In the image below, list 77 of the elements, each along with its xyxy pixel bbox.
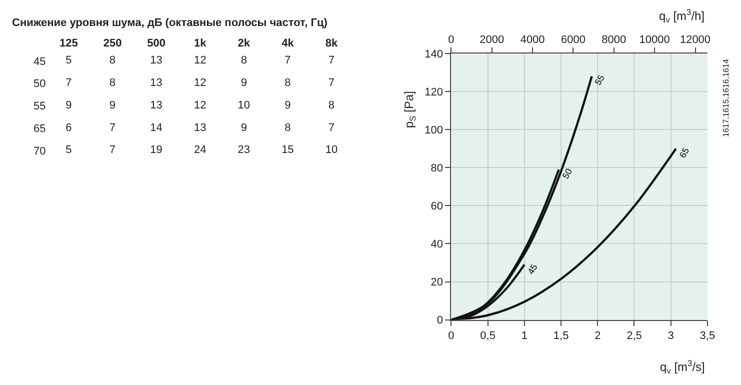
text: 50 [560, 166, 574, 180]
x-tick-label: 2k [238, 38, 251, 50]
y-tick-label: 120 [424, 86, 444, 98]
data-label: 15 [282, 144, 294, 156]
data-label: 6 [66, 122, 72, 134]
data-label: 9 [66, 99, 72, 112]
data-label: 5 [66, 54, 72, 67]
data-label: 12 [194, 99, 206, 112]
y-tick-label: 80 [430, 162, 444, 174]
data-label: 8 [284, 77, 291, 90]
data-label: 13 [150, 54, 162, 67]
data-label: 10 [325, 144, 338, 156]
text: 1617,1615,1616,1614 [721, 58, 730, 137]
x-tick-label: 8k [325, 38, 338, 50]
x-tick-label: 125 [60, 38, 78, 50]
data-label: 5 [66, 144, 72, 156]
y-tick-label: 45 [34, 56, 46, 68]
data-label: 8 [284, 122, 291, 134]
chart-title: Снижение уровня шума, дБ (октавные полосы частот, Гц) [12, 17, 328, 29]
x-tick-label: 2,5 [626, 330, 642, 342]
x2-tick-label: 2000 [480, 34, 504, 46]
x-tick-label: 3 [668, 330, 674, 342]
data-label: 12 [194, 77, 206, 90]
x2-tick-label: 10000 [639, 34, 670, 46]
x2-axis-title: q$_{v}$ [m$^{3}$/h] [659, 7, 705, 25]
y-tick-label: 50 [34, 78, 46, 90]
x-tick-label: 2 [594, 330, 601, 342]
x2-tick-label: 6000 [560, 34, 586, 46]
data-label: 7 [109, 122, 116, 134]
y-tick-label: 40 [430, 238, 444, 251]
y-tick-label: 140 [424, 48, 444, 60]
data-label: 7 [284, 54, 291, 67]
y-tick-label: 70 [34, 145, 46, 158]
data-label: 12 [194, 54, 206, 67]
x-tick-label: 1k [194, 38, 208, 50]
data-label: 7 [109, 144, 116, 156]
data-label: 19 [150, 144, 162, 156]
data-label: 9 [240, 77, 247, 90]
data-label: 7 [66, 77, 72, 90]
text: 55 [592, 73, 606, 87]
data-label: 9 [240, 122, 247, 134]
y-tick-label: 55 [34, 100, 46, 113]
data-label: 9 [109, 99, 116, 112]
y-tick-label: 60 [430, 200, 444, 213]
x-tick-label: 0,5 [480, 330, 496, 342]
data-label: 7 [328, 77, 335, 90]
data-label: 8 [109, 54, 116, 67]
data-label: 7 [328, 54, 335, 67]
data-label: 13 [194, 122, 206, 134]
data-label: 8 [328, 99, 335, 112]
data-label: 24 [194, 144, 206, 156]
y-tick-label: 100 [424, 124, 444, 136]
data-label: 9 [284, 99, 291, 112]
data-label: 10 [238, 99, 250, 112]
x-tick-label: 0 [448, 330, 454, 342]
y-tick-label: 65 [34, 122, 46, 135]
y-tick-label: 20 [430, 276, 444, 289]
x-tick-label: 3,5 [700, 330, 716, 342]
data-label: 8 [109, 77, 116, 90]
data-label: 7 [328, 122, 335, 134]
x2-tick-label: 12000 [680, 34, 711, 46]
x2-tick-label: 4000 [520, 34, 545, 46]
text: 45 [526, 262, 540, 276]
x-tick-label: 500 [147, 38, 166, 50]
x2-tick-label: 8000 [602, 34, 626, 46]
data-label: 13 [150, 77, 162, 90]
text: 65 [678, 146, 692, 160]
data-label: 23 [238, 144, 250, 156]
data-label: 13 [150, 99, 162, 112]
x-axis-title: q$_{v}$ [m$^{3}$/s] [660, 358, 705, 376]
data-label: 14 [150, 122, 162, 134]
x-tick-label: 250 [103, 38, 122, 50]
x-tick-label: 1 [521, 330, 528, 342]
data-label: 8 [240, 54, 247, 67]
y-tick-label: 0 [436, 314, 444, 327]
x-tick-label: 1,5 [553, 330, 569, 342]
x-tick-label: 4k [282, 38, 295, 50]
